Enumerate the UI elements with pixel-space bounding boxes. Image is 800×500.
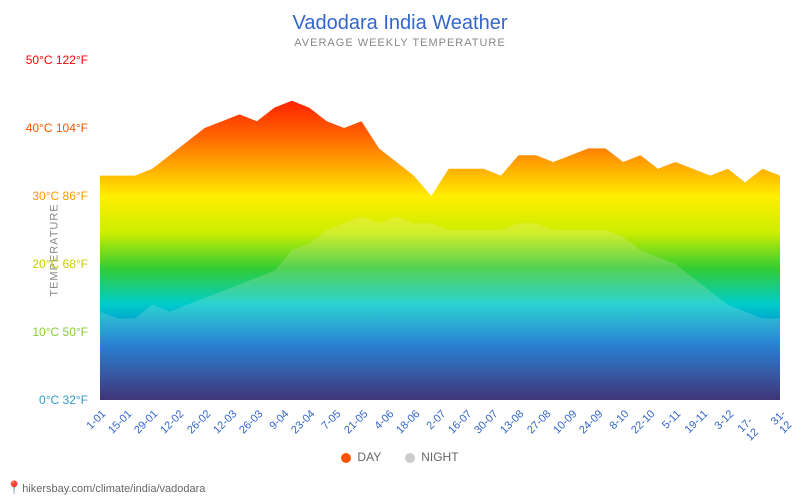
legend-dot-icon [341, 453, 351, 463]
x-tick: 26-03 [237, 408, 265, 436]
legend-item: NIGHT [405, 450, 458, 464]
legend-item: DAY [341, 450, 381, 464]
x-tick: 26-02 [185, 408, 213, 436]
y-tick: 30°C 86°F [32, 189, 88, 203]
attribution-text: hikersbay.com/climate/india/vadodara [22, 483, 205, 495]
x-tick: 3-12 [712, 408, 736, 432]
x-tick: 21-05 [342, 408, 370, 436]
y-axis-ticks: 0°C 32°F10°C 50°F20°C 68°F30°C 86°F40°C … [0, 60, 100, 400]
x-tick: 22-10 [629, 408, 657, 436]
x-tick: 15-01 [106, 408, 134, 436]
x-tick: 16-07 [446, 408, 474, 436]
x-tick: 1-01 [84, 408, 108, 432]
y-tick: 20°C 68°F [32, 257, 88, 271]
x-tick: 8-10 [607, 408, 631, 432]
x-tick: 27-08 [525, 408, 553, 436]
x-tick: 17-12 [735, 408, 770, 443]
x-tick: 23-04 [289, 408, 317, 436]
x-tick: 30-07 [472, 408, 500, 436]
x-tick: 7-05 [320, 408, 344, 432]
x-tick: 5-11 [660, 408, 683, 431]
x-tick: 12-03 [211, 408, 239, 436]
page-title: Vadodara India Weather [0, 0, 800, 35]
x-tick: 24-09 [577, 408, 605, 436]
x-tick: 9-04 [267, 408, 291, 432]
legend-label: DAY [357, 450, 381, 464]
subtitle: AVERAGE WEEKLY TEMPERATURE [0, 37, 800, 49]
legend: DAY NIGHT [0, 450, 800, 464]
legend-label: NIGHT [421, 450, 458, 464]
x-tick: 19-11 [682, 408, 710, 436]
temperature-chart [100, 60, 780, 400]
x-tick: 13-08 [499, 408, 527, 436]
x-tick: 4-06 [372, 408, 396, 432]
legend-dot-icon [405, 453, 415, 463]
x-tick: 18-06 [394, 408, 422, 436]
y-tick: 10°C 50°F [32, 325, 88, 339]
x-tick: 31-12 [769, 408, 797, 436]
y-tick: 50°C 122°F [26, 53, 88, 67]
map-pin-icon: 📍 [6, 480, 22, 495]
x-tick: 2-07 [424, 408, 448, 432]
y-tick: 40°C 104°F [26, 121, 88, 135]
y-tick: 0°C 32°F [39, 393, 88, 407]
x-tick: 12-02 [159, 408, 187, 436]
x-tick: 29-01 [132, 408, 160, 436]
x-tick: 10-09 [551, 408, 579, 436]
attribution: 📍hikersbay.com/climate/india/vadodara [6, 480, 205, 496]
